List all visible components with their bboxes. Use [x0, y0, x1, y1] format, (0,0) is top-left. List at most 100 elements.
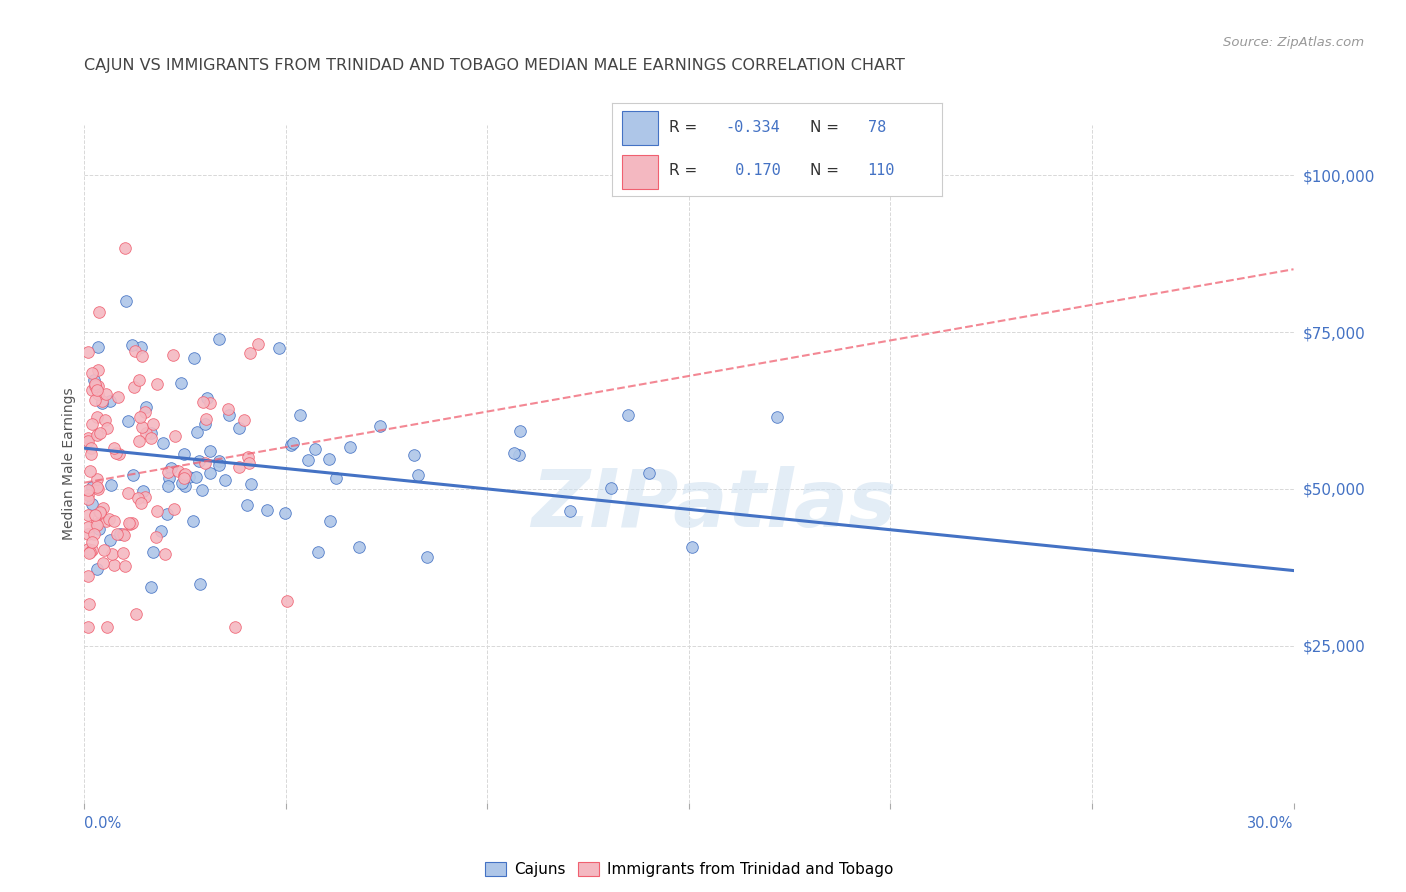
Point: [128, 434, 150, 448]
Point: [142, 545, 165, 559]
Point: [368, 419, 391, 434]
Point: [111, 546, 134, 560]
Text: -0.334: -0.334: [725, 120, 780, 136]
Point: [86, 383, 108, 397]
Point: [89, 505, 111, 519]
Point: [765, 410, 787, 425]
Point: [239, 346, 262, 360]
Point: [325, 471, 347, 485]
Point: [177, 470, 200, 484]
Point: [87, 379, 110, 393]
Point: [90, 396, 112, 410]
Point: [174, 478, 197, 492]
Point: [509, 424, 531, 438]
Point: [157, 479, 180, 493]
Point: [128, 373, 150, 387]
Point: [86, 480, 108, 494]
Point: [173, 447, 195, 461]
Point: [115, 293, 138, 308]
Point: [121, 337, 143, 351]
Point: [94, 514, 117, 528]
Point: [233, 413, 256, 427]
Point: [98, 533, 121, 547]
Point: [86, 409, 108, 424]
Point: [228, 421, 250, 435]
Legend: Cajuns, Immigrants from Trinidad and Tobago: Cajuns, Immigrants from Trinidad and Tob…: [479, 855, 898, 883]
Bar: [621, 155, 658, 189]
Point: [160, 460, 183, 475]
Point: [156, 507, 179, 521]
Point: [173, 468, 195, 483]
Point: [80, 366, 103, 380]
Point: [117, 414, 139, 428]
Point: [77, 487, 100, 501]
Point: [207, 332, 229, 346]
Point: [297, 453, 319, 467]
Text: 78: 78: [868, 120, 886, 136]
Point: [162, 348, 184, 362]
Point: [239, 476, 262, 491]
Point: [508, 448, 530, 462]
Point: [101, 547, 124, 561]
Point: [238, 456, 260, 470]
Point: [146, 504, 169, 518]
Point: [90, 394, 112, 409]
Point: [163, 428, 186, 442]
Point: [111, 527, 134, 541]
Point: [149, 524, 172, 538]
Point: [77, 620, 100, 634]
Point: [184, 470, 207, 484]
Text: 0.0%: 0.0%: [84, 816, 121, 831]
Point: [105, 527, 128, 541]
Point: [404, 448, 426, 462]
Point: [415, 549, 437, 564]
Point: [208, 453, 231, 467]
Text: R =: R =: [669, 163, 697, 178]
Point: [83, 377, 105, 392]
Point: [191, 395, 214, 409]
Text: CAJUN VS IMMIGRANTS FROM TRINIDAD AND TOBAGO MEDIAN MALE EARNINGS CORRELATION CH: CAJUN VS IMMIGRANTS FROM TRINIDAD AND TO…: [84, 58, 905, 73]
Point: [96, 421, 118, 435]
Point: [77, 491, 100, 506]
Point: [122, 468, 145, 483]
Point: [558, 504, 581, 518]
Point: [145, 530, 167, 544]
Point: [103, 514, 125, 528]
Point: [170, 475, 193, 490]
Point: [135, 425, 157, 440]
Point: [98, 394, 121, 409]
Point: [198, 467, 221, 481]
Bar: [621, 111, 658, 145]
Point: [84, 393, 107, 408]
Point: [224, 620, 246, 634]
Point: [122, 380, 145, 394]
Point: [188, 577, 211, 591]
Point: [131, 349, 153, 363]
Point: [91, 556, 114, 570]
Point: [80, 447, 103, 461]
Point: [83, 527, 105, 541]
Y-axis label: Median Male Earnings: Median Male Earnings: [62, 387, 76, 541]
Point: [503, 446, 526, 460]
Point: [339, 440, 361, 454]
Point: [117, 486, 139, 500]
Point: [195, 392, 218, 406]
Text: Source: ZipAtlas.com: Source: ZipAtlas.com: [1223, 36, 1364, 49]
Text: N =: N =: [810, 120, 839, 136]
Point: [247, 337, 270, 351]
Point: [114, 559, 136, 574]
Point: [155, 548, 177, 562]
Point: [141, 580, 163, 594]
Point: [236, 450, 259, 464]
Point: [103, 558, 125, 573]
Point: [307, 545, 329, 559]
Point: [80, 383, 103, 397]
Point: [87, 387, 110, 401]
Text: 30.0%: 30.0%: [1247, 816, 1294, 831]
Point: [183, 514, 205, 528]
Point: [77, 431, 100, 445]
Point: [347, 541, 370, 555]
Point: [89, 506, 111, 520]
Point: [125, 607, 148, 621]
Point: [104, 446, 127, 460]
